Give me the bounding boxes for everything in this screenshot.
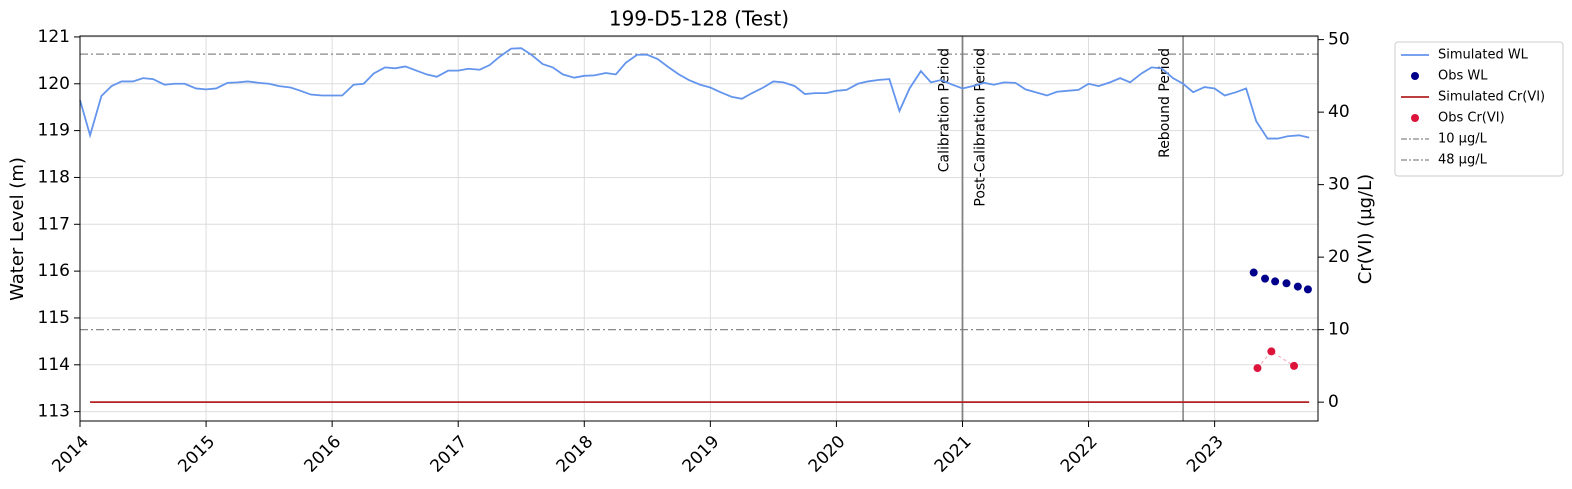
legend-label: Simulated WL (1438, 48, 1529, 63)
y-tick-label: 119 (38, 121, 70, 141)
x-tick-label: 2021 (931, 432, 976, 477)
legend-label: Obs WL (1438, 69, 1488, 84)
data-point (1267, 347, 1276, 356)
x-tick-label: 2018 (553, 432, 598, 477)
data-point (1261, 274, 1270, 283)
legend-swatch (1411, 72, 1419, 80)
data-point (1249, 268, 1258, 277)
x-tick-label: 2020 (805, 432, 850, 477)
y2-tick-label: 20 (1328, 247, 1350, 267)
y-tick-label: 113 (38, 402, 70, 422)
period-label: Post-Calibration Period (972, 48, 988, 207)
y2-tick-label: 50 (1328, 30, 1350, 50)
legend-box (1394, 41, 1564, 177)
x-tick-label: 2014 (48, 432, 93, 477)
legend-label: Simulated Cr(VI) (1438, 90, 1545, 105)
series-connector (1257, 350, 1295, 369)
legend-label: 48 µg/L (1438, 153, 1488, 168)
y2-axis-label: Cr(VI) (µg/L) (1355, 174, 1376, 284)
legend-label: Obs Cr(VI) (1438, 111, 1505, 126)
legend: Simulated WL Obs WL Simulated Cr(VI) Obs Cr… (1394, 41, 1564, 177)
x-tick-label: 2017 (427, 432, 472, 477)
series-line (79, 47, 1310, 140)
y2-tick-label: 30 (1328, 175, 1350, 195)
legend-label: 10 µg/L (1438, 132, 1488, 147)
y2-tick-label: 0 (1328, 392, 1339, 412)
chart-title: 199-D5-128 (Test) (609, 7, 789, 31)
y-tick-label: 116 (38, 261, 70, 281)
y-axis-label: Water Level (m) (7, 157, 28, 301)
x-tick-label: 2016 (300, 432, 345, 477)
legend-swatch (1411, 114, 1419, 122)
period-label: Calibration Period (936, 48, 952, 172)
x-tick-label: 2022 (1057, 432, 1102, 477)
y-tick-label: 118 (38, 167, 70, 187)
x-tick-label: 2019 (679, 432, 724, 477)
data-point (1253, 364, 1262, 373)
data-point (1303, 285, 1312, 294)
x-tick-label: 2015 (174, 432, 219, 477)
plot-frame (79, 35, 1319, 422)
y-tick-label: 117 (38, 214, 70, 234)
data-point (1293, 282, 1302, 291)
data-point (1282, 279, 1291, 288)
data-point (1271, 277, 1280, 286)
y-tick-label: 114 (38, 355, 70, 375)
y2-tick-label: 40 (1328, 102, 1350, 122)
y-tick-label: 115 (38, 308, 70, 328)
period-label: Rebound Period (1157, 48, 1173, 158)
data-point (1290, 361, 1299, 370)
y-tick-label: 120 (38, 74, 70, 94)
y2-tick-label: 10 (1328, 320, 1350, 340)
x-tick-label: 2023 (1183, 432, 1228, 477)
y-tick-label: 121 (38, 27, 70, 47)
